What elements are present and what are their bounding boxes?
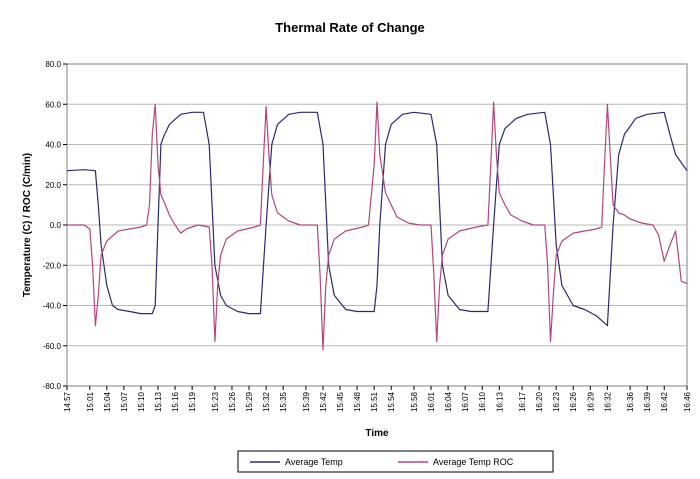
x-tick-label: 16:36: [626, 391, 635, 412]
x-tick-label: 15:01: [86, 391, 95, 412]
x-tick-label: 16:20: [535, 391, 544, 412]
x-tick-label: 15:19: [188, 391, 197, 412]
gridlines: [66, 63, 688, 387]
x-tick-label: 16:26: [569, 391, 578, 412]
x-tick-label: 15:26: [228, 391, 237, 412]
x-tick-label: 15:45: [336, 391, 345, 412]
x-tick-label: 16:13: [495, 391, 504, 412]
legend-label: Average Temp: [285, 457, 343, 467]
x-tick-label: 15:32: [262, 391, 271, 412]
x-tick-label: 16:46: [683, 391, 692, 412]
x-tick-label: 15:54: [387, 391, 396, 412]
x-tick-label: 15:35: [279, 391, 288, 412]
x-tick-label: 14:57: [63, 391, 72, 412]
series-line-average-temp: [66, 111, 688, 327]
y-tick-label: -80.0: [43, 382, 62, 391]
x-axis-label: Time: [365, 428, 389, 439]
legend-box: [237, 450, 554, 473]
series-line-average-temp-roc: [67, 101, 688, 351]
y-tick-label: 80.0: [45, 60, 61, 69]
legend: Average Temp Average Temp ROC: [237, 450, 554, 473]
x-tick-label: 16:10: [478, 391, 487, 412]
y-tick-label: 0.0: [50, 221, 62, 230]
y-tick-label: 40.0: [45, 141, 61, 150]
x-tick-label: 15:23: [211, 391, 220, 412]
x-tick-label: 16:04: [444, 391, 453, 412]
x-tick-label: 16:29: [586, 391, 595, 412]
x-tick-label: 15:13: [154, 391, 163, 412]
y-tick-label: 20.0: [45, 181, 61, 190]
x-tick-label: 16:42: [660, 391, 669, 412]
y-ticks: 80.0 60.0 40.0 20.0 0.0 -20.0 -40.0 -60.0 -80.0: [43, 60, 67, 391]
x-tick-label: 15:29: [245, 391, 254, 412]
x-tick-label: 15:07: [120, 391, 129, 412]
x-tick-label: 16:39: [643, 391, 652, 412]
x-tick-label: 16:01: [427, 391, 436, 412]
x-tick-label: 15:39: [302, 391, 311, 412]
x-tick-label: 16:32: [603, 391, 612, 412]
y-axis-label: Temperature (C) / ROC (C/min): [22, 153, 33, 297]
y-tick-label: 60.0: [45, 100, 61, 109]
legend-label: Average Temp ROC: [433, 457, 514, 467]
y-tick-label: -40.0: [43, 302, 62, 311]
x-ticks: 14:57 15:01 15:04 15:07 15:10 15:13 15:16 15:19…: [63, 386, 692, 412]
x-tick-label: 16:07: [461, 391, 470, 412]
y-tick-label: -60.0: [43, 342, 62, 351]
chart-title: Thermal Rate of Change: [275, 20, 425, 35]
x-tick-label: 15:10: [137, 391, 146, 412]
x-tick-label: 15:42: [319, 391, 328, 412]
x-tick-label: 15:48: [353, 391, 362, 412]
x-tick-label: 15:16: [171, 391, 180, 412]
y-tick-label: -20.0: [43, 261, 62, 270]
x-tick-label: 16:23: [552, 391, 561, 412]
x-tick-label: 15:51: [370, 391, 379, 412]
series-lines: [66, 101, 688, 351]
x-tick-label: 15:04: [103, 391, 112, 412]
x-tick-label: 15:58: [410, 391, 419, 412]
x-tick-label: 16:17: [518, 391, 527, 412]
